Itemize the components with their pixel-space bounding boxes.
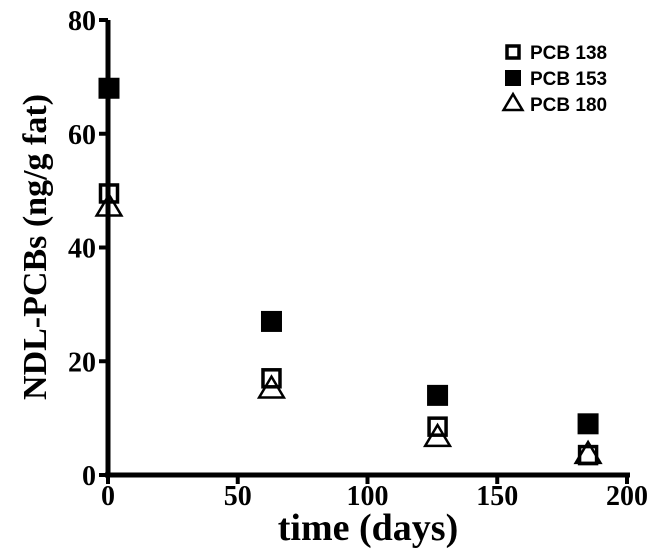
y-tick-label: 20 — [68, 347, 96, 378]
legend: PCB 138 PCB 153 PCB 180 — [501, 43, 607, 116]
y-tick-label: 60 — [68, 120, 96, 151]
point-pcb-153 — [260, 310, 282, 332]
y-tick-label: 80 — [68, 6, 96, 37]
point-pcb-180 — [94, 192, 124, 217]
x-tick-label: 150 — [476, 481, 518, 512]
legend-label-pcb-153: PCB 153 — [530, 69, 607, 90]
x-axis-label: time (days) — [278, 507, 458, 549]
x-tick-label: 200 — [606, 481, 648, 512]
point-pcb-138 — [427, 416, 448, 437]
legend-marker-pcb-153 — [505, 70, 521, 86]
point-pcb-138 — [577, 444, 599, 466]
y-tick-label: 40 — [68, 234, 96, 265]
point-pcb-138 — [98, 183, 120, 204]
point-pcb-138 — [261, 368, 282, 389]
legend-marker-pcb-138 — [505, 44, 521, 60]
legend-label-pcb-138: PCB 138 — [530, 43, 607, 64]
ticks: 0 50 100 150 200 0 20 40 60 80 — [68, 6, 648, 512]
y-axis-label: NDL-PCBs (ng/g fat) — [17, 94, 54, 400]
y-tick-label: 0 — [82, 461, 96, 492]
point-pcb-153 — [577, 413, 599, 435]
point-pcb-153 — [98, 77, 120, 99]
legend-label-pcb-180: PCB 180 — [530, 95, 607, 116]
point-pcb-153 — [427, 384, 449, 406]
x-tick-label: 100 — [347, 481, 389, 512]
data-markers — [94, 77, 603, 466]
x-tick-label: 50 — [224, 481, 252, 512]
legend-marker-pcb-180 — [501, 91, 525, 112]
x-tick-label: 0 — [101, 481, 115, 512]
